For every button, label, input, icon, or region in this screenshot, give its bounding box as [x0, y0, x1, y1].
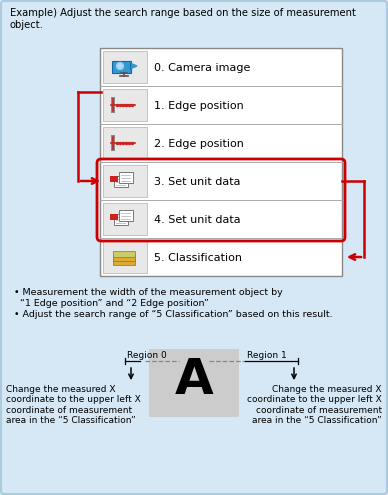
FancyBboxPatch shape	[119, 172, 133, 183]
FancyBboxPatch shape	[103, 165, 147, 197]
FancyBboxPatch shape	[114, 176, 128, 187]
Circle shape	[116, 62, 123, 69]
Text: Region 1: Region 1	[247, 351, 287, 360]
FancyBboxPatch shape	[119, 210, 133, 221]
FancyBboxPatch shape	[103, 51, 147, 83]
FancyBboxPatch shape	[110, 176, 118, 182]
Text: • Adjust the search range of “5 Classification” based on this result.: • Adjust the search range of “5 Classifi…	[14, 310, 333, 319]
Text: Region 0: Region 0	[127, 351, 167, 360]
Text: A: A	[175, 355, 213, 403]
Text: Example) Adjust the search range based on the size of measurement
object.: Example) Adjust the search range based o…	[10, 8, 356, 30]
Text: 1. Edge position: 1. Edge position	[154, 101, 244, 111]
FancyBboxPatch shape	[100, 48, 342, 276]
FancyBboxPatch shape	[111, 97, 115, 113]
FancyBboxPatch shape	[103, 127, 147, 159]
Text: • Measurement the width of the measurement object by: • Measurement the width of the measureme…	[14, 288, 283, 297]
Circle shape	[118, 64, 122, 68]
Text: 3. Set unit data: 3. Set unit data	[154, 177, 241, 187]
Text: 4. Set unit data: 4. Set unit data	[154, 215, 241, 225]
Polygon shape	[130, 63, 137, 69]
Text: Change the measured X
coordinate to the upper left X
coordinate of measurement
a: Change the measured X coordinate to the …	[247, 385, 382, 425]
FancyBboxPatch shape	[103, 89, 147, 121]
FancyBboxPatch shape	[110, 214, 118, 220]
FancyBboxPatch shape	[113, 251, 135, 257]
Text: “1 Edge position” and “2 Edge position”: “1 Edge position” and “2 Edge position”	[14, 299, 209, 308]
FancyBboxPatch shape	[103, 203, 147, 235]
Text: 5. Classification: 5. Classification	[154, 253, 242, 263]
FancyBboxPatch shape	[113, 259, 135, 265]
Text: 2. Edge position: 2. Edge position	[154, 139, 244, 149]
Text: 0. Camera image: 0. Camera image	[154, 63, 250, 73]
Text: Change the measured X
coordinate to the upper left X
coordinate of measurement
a: Change the measured X coordinate to the …	[6, 385, 141, 425]
FancyBboxPatch shape	[103, 241, 147, 273]
FancyBboxPatch shape	[111, 135, 115, 151]
FancyBboxPatch shape	[114, 214, 128, 225]
FancyBboxPatch shape	[149, 349, 239, 417]
FancyBboxPatch shape	[113, 255, 135, 261]
FancyBboxPatch shape	[111, 60, 130, 72]
